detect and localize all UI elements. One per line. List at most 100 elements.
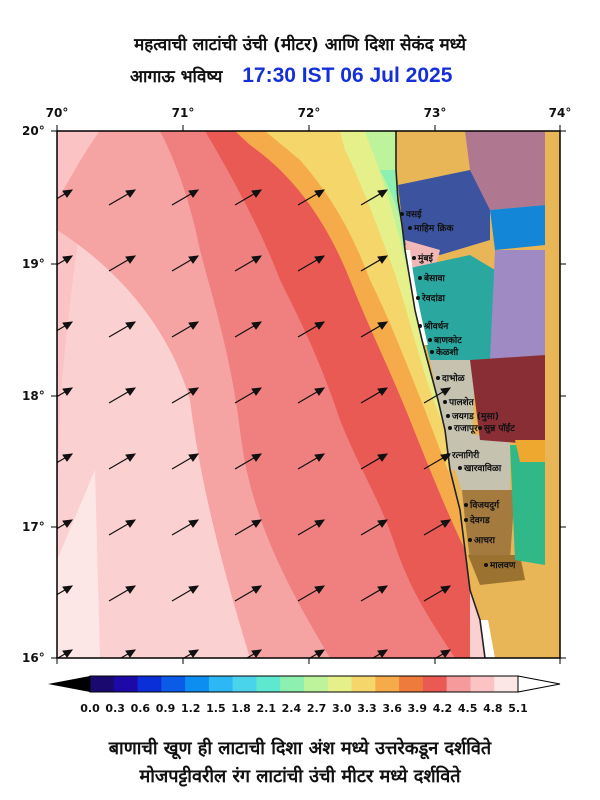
forecast-label: आगाऊ भविष्य <box>130 67 223 87</box>
place-dot <box>400 212 404 216</box>
footer-arrow-note: बाणाची खूण ही लाटाची दिशा अंश मध्ये उत्त… <box>108 738 492 759</box>
colorbar-overflow <box>517 675 561 693</box>
wave-direction-arrow <box>297 585 326 602</box>
place-label: दाभोळ <box>441 372 466 384</box>
wave-direction-arrow <box>297 453 326 470</box>
wave-direction-arrow <box>234 585 263 602</box>
colorbar-tick-label: 3.3 <box>357 702 377 715</box>
wave-direction-arrow <box>171 519 200 536</box>
wave-direction-arrow <box>434 649 452 658</box>
place-label: बाणकोट <box>433 334 462 346</box>
place-dot <box>443 400 447 404</box>
district-thane <box>490 205 545 250</box>
wave-direction-arrow <box>234 189 263 206</box>
wave-direction-arrow <box>297 387 326 404</box>
colorbar-tick-label: 4.2 <box>432 702 453 715</box>
sea-band-5.1 <box>57 470 100 658</box>
colorbar-swatch <box>208 676 234 692</box>
colorbar-tick-label: 4.5 <box>457 702 478 715</box>
wave-direction-arrow <box>297 255 326 272</box>
lat-label-18: 18° <box>22 389 45 403</box>
wave-direction-arrow <box>171 387 200 404</box>
colorbar-tick-label: 3.9 <box>407 702 428 715</box>
colorbar-tick-label: 0.6 <box>130 702 151 715</box>
lon-label-70: 70° <box>45 106 69 120</box>
lat-label-16: 16° <box>22 651 45 665</box>
forecast-subtitle: आगाऊ भविष्य 17:30 IST 06 Jul 2025 <box>130 64 452 88</box>
place-dot <box>418 324 422 328</box>
place-label: रत्नागिरी <box>451 449 480 461</box>
colorbar-tick-label: 2.4 <box>281 702 302 715</box>
colorbar-swatch <box>399 676 424 692</box>
wave-direction-arrow <box>423 585 452 602</box>
lon-label-71: 71° <box>171 106 195 120</box>
map-title: महत्वाची लाटांची उंची (मीटर) आणि दिशा से… <box>134 35 466 55</box>
place-dot <box>468 538 472 542</box>
wave-direction-arrow <box>171 189 200 206</box>
wave-height-map: वसई माहिम क्रिक मुंबई बेसावा रेवदांडा श्रीवर्… <box>48 125 566 693</box>
wave-direction-arrow <box>108 321 137 338</box>
wave-direction-arrow <box>119 649 137 658</box>
wave-direction-arrow <box>360 321 389 338</box>
colorbar-swatch <box>351 676 376 692</box>
lon-label-73: 73° <box>423 106 447 120</box>
wave-direction-arrow <box>182 649 200 658</box>
place-label: बेसावा <box>423 272 446 284</box>
wave-direction-arrow <box>108 519 137 536</box>
wave-direction-arrow <box>234 387 263 404</box>
colorbar-tick-label: 2.1 <box>256 702 276 715</box>
colorbar-swatch <box>470 676 495 692</box>
colorbar-tick-label: 1.5 <box>206 702 226 715</box>
place-dot <box>484 563 488 567</box>
district-mumbai <box>405 240 440 270</box>
wave-direction-arrow <box>171 321 200 338</box>
wave-direction-arrow <box>297 321 326 338</box>
wave-direction-arrow <box>108 453 137 470</box>
wave-direction-arrow <box>57 585 74 596</box>
wave-direction-arrow <box>423 519 452 536</box>
place-dot <box>458 466 462 470</box>
colorbar <box>48 675 561 693</box>
place-dot <box>448 426 452 430</box>
wave-direction-arrow <box>308 649 326 658</box>
wave-direction-arrow <box>423 387 452 404</box>
place-label: केळशी <box>435 346 459 358</box>
footer-color-note: मोजपट्टीवरील रंग लाटांची उंची मीटर मध्ये… <box>139 766 461 787</box>
place-dot <box>416 296 420 300</box>
wave-direction-arrow <box>360 585 389 602</box>
wave-direction-arrow <box>108 189 137 206</box>
district-palghar <box>398 170 490 255</box>
colorbar-tick-label: 4.8 <box>483 702 503 715</box>
wave-direction-arrow <box>360 519 389 536</box>
wave-direction-arrow <box>234 519 263 536</box>
place-dot <box>408 226 412 230</box>
wave-direction-arrow <box>171 255 200 272</box>
wave-direction-arrow <box>171 585 200 602</box>
place-label: देवगड <box>469 514 491 526</box>
colorbar-swatch <box>185 676 210 692</box>
wave-direction-arrow <box>360 255 389 272</box>
place-dot <box>412 256 416 260</box>
colorbar-swatch <box>327 676 353 692</box>
coastline <box>395 131 486 658</box>
colorbar-swatch <box>232 676 257 692</box>
district-sindhudurg <box>462 490 515 560</box>
place-dot <box>418 276 422 280</box>
district-ratnagiri-south <box>445 430 510 500</box>
colorbar-swatch <box>494 676 519 692</box>
wave-direction-arrow <box>371 649 389 658</box>
place-dot <box>464 503 468 507</box>
colorbar-swatch <box>161 676 186 692</box>
wave-direction-arrow <box>360 387 389 404</box>
place-label: रेवदांडा <box>421 292 446 304</box>
colorbar-tick-label: 5.1 <box>508 702 528 715</box>
colorbar-tick-label: 0.0 <box>80 702 100 715</box>
colorbar-swatch <box>280 676 305 692</box>
colorbar-tick-label: 3.6 <box>382 702 402 715</box>
wave-direction-arrow <box>234 453 263 470</box>
place-label: जयगड (मुसा) <box>451 412 499 422</box>
place-dot <box>464 518 468 522</box>
wave-direction-arrow <box>234 321 263 338</box>
place-label: खारवाविळा <box>463 462 502 474</box>
colorbar-swatch <box>113 676 139 692</box>
